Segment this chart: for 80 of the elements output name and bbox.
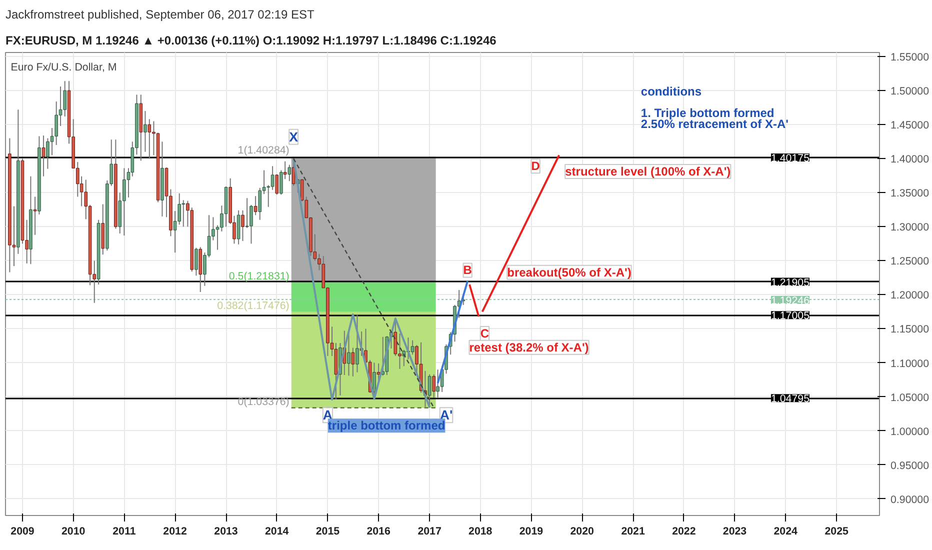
chart-title: Jackfromstreet published, September 06, 2017 02:19 EST <box>6 8 316 22</box>
x-tick-label: 2015 <box>316 526 340 538</box>
y-tick-label: 1.25000 <box>890 256 930 268</box>
annotation: conditions <box>640 84 702 98</box>
ref-line-label: 1.17005 <box>770 310 810 322</box>
candlestick <box>351 347 355 377</box>
candlestick <box>250 204 253 244</box>
annotation: B <box>463 263 472 278</box>
y-tick-label: 1.05000 <box>890 392 930 404</box>
x-tick-label: 2020 <box>570 526 594 538</box>
candlestick <box>236 210 240 245</box>
x-tick-label: 2017 <box>418 526 442 538</box>
x-tick-label: 2014 <box>265 526 289 538</box>
candlestick <box>275 174 279 196</box>
x-tick-label: 2011 <box>112 526 136 538</box>
x-tick-label: 2023 <box>722 526 747 538</box>
y-tick-label: 1.35000 <box>890 188 930 200</box>
annotation: 0(1.03376) <box>238 396 290 408</box>
annotation: 1(1.40284) <box>238 144 290 157</box>
x-tick-label: 2021 <box>621 526 645 538</box>
x-tick-label: 2013 <box>214 526 238 538</box>
x-tick-label: 2018 <box>468 526 492 538</box>
y-tick-label: 1.45000 <box>890 120 930 132</box>
y-tick-label: 1.15000 <box>890 324 930 336</box>
candlestick <box>372 362 376 396</box>
candlestick <box>288 164 292 182</box>
x-tick-label: 2024 <box>774 526 798 538</box>
candlestick <box>148 118 152 160</box>
x-tick-label: 2009 <box>10 526 34 538</box>
candlestick <box>54 100 58 146</box>
x-tick-label: 2025 <box>824 526 849 538</box>
candlestick <box>283 160 287 180</box>
candlestick <box>33 196 37 236</box>
candlestick <box>432 374 436 398</box>
candlestick <box>410 340 414 356</box>
annotation: A <box>322 408 333 423</box>
candlestick <box>254 196 258 216</box>
ref-line-label: 1.19246 <box>770 294 810 307</box>
candlestick <box>402 349 406 367</box>
y-tick-label: 1.00000 <box>890 426 930 438</box>
annotation: structure level (100% of X-A') <box>565 164 731 178</box>
annotation: Euro Fx/U.S. Dollar, M <box>10 61 117 74</box>
ref-line-label: 1.21905 <box>770 276 810 289</box>
chart-subtitle: FX:EURUSD, M 1.19246 ▲ +0.00136 (+0.11%) O:1.19092 H:1.19797 L:1.18496 C:1.19246 <box>6 34 497 48</box>
y-tick-label: 0.90000 <box>890 494 930 506</box>
x-tick-label: 2022 <box>672 526 696 538</box>
annotation: A' <box>440 408 453 423</box>
x-tick-label: 2019 <box>519 526 544 538</box>
y-tick-label: 1.40000 <box>890 154 930 166</box>
annotation: breakout(50% of X-A') <box>507 265 632 280</box>
candlestick <box>144 110 147 152</box>
candlestick <box>356 314 359 373</box>
candlestick <box>63 80 66 117</box>
candlestick <box>428 374 432 408</box>
y-tick-label: 0.95000 <box>890 460 930 472</box>
candlestick <box>270 166 274 190</box>
ref-line-label: 1.40175 <box>770 152 810 164</box>
annotation: D <box>531 159 540 174</box>
candlestick <box>194 247 198 276</box>
y-tick-label: 1.30000 <box>890 222 930 234</box>
y-tick-label: 1.50000 <box>890 86 930 98</box>
x-tick-label: 2010 <box>61 526 86 538</box>
y-tick-label: 1.20000 <box>890 290 930 302</box>
candlestick <box>42 135 46 177</box>
y-tick-label: 1.55000 <box>890 52 930 64</box>
annotation: X <box>289 129 298 144</box>
candlestick <box>241 210 244 242</box>
annotation: 0.382(1.17476) <box>217 300 290 312</box>
candlestick <box>394 320 398 356</box>
annotation: triple bottom formed <box>328 418 446 433</box>
x-tick-label: 2012 <box>163 526 187 538</box>
annotation: 1. Triple bottom formed <box>640 106 774 120</box>
candlestick <box>245 198 249 229</box>
y-tick-label: 1.10000 <box>890 358 930 370</box>
candlestick <box>258 187 262 220</box>
x-tick-label: 2016 <box>366 526 390 538</box>
annotation: C <box>480 326 490 340</box>
annotation: retest (38.2% of X-A') <box>469 340 589 354</box>
candlestick <box>46 138 50 170</box>
annotation: 0.5(1.21831) <box>228 270 290 282</box>
